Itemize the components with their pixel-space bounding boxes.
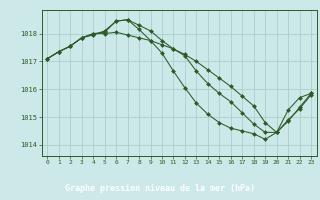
Text: Graphe pression niveau de la mer (hPa): Graphe pression niveau de la mer (hPa) [65,184,255,193]
